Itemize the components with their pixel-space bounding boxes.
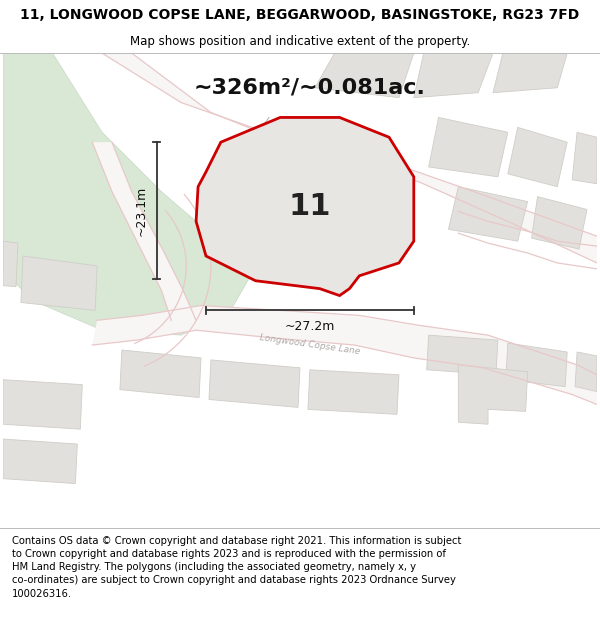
Polygon shape: [102, 53, 597, 263]
Polygon shape: [196, 118, 414, 296]
Polygon shape: [448, 187, 527, 241]
Polygon shape: [414, 53, 493, 98]
Polygon shape: [575, 352, 597, 391]
Text: Map shows position and indicative extent of the property.: Map shows position and indicative extent…: [130, 35, 470, 48]
Polygon shape: [532, 197, 587, 249]
Text: Longwood Copse Lane: Longwood Copse Lane: [259, 334, 361, 357]
Polygon shape: [3, 53, 251, 335]
Polygon shape: [308, 370, 399, 414]
Polygon shape: [493, 53, 567, 92]
Polygon shape: [120, 350, 201, 398]
Text: ~23.1m: ~23.1m: [134, 186, 147, 236]
Polygon shape: [458, 365, 527, 424]
Polygon shape: [427, 335, 498, 375]
Polygon shape: [3, 439, 77, 484]
Polygon shape: [92, 142, 196, 320]
Polygon shape: [92, 306, 597, 404]
Polygon shape: [428, 118, 508, 177]
Text: ~27.2m: ~27.2m: [285, 320, 335, 332]
Polygon shape: [572, 132, 597, 184]
Polygon shape: [315, 53, 414, 98]
Text: ~326m²/~0.081ac.: ~326m²/~0.081ac.: [194, 78, 426, 98]
Text: 11, LONGWOOD COPSE LANE, BEGGARWOOD, BASINGSTOKE, RG23 7FD: 11, LONGWOOD COPSE LANE, BEGGARWOOD, BAS…: [20, 8, 580, 22]
Polygon shape: [508, 127, 567, 187]
Polygon shape: [506, 343, 567, 387]
Polygon shape: [3, 379, 82, 429]
Text: Contains OS data © Crown copyright and database right 2021. This information is : Contains OS data © Crown copyright and d…: [12, 536, 461, 599]
Polygon shape: [21, 256, 97, 311]
Text: 11: 11: [289, 192, 331, 221]
Polygon shape: [3, 241, 18, 287]
Text: Longwood Copse Lane: Longwood Copse Lane: [263, 116, 357, 172]
Polygon shape: [209, 360, 300, 408]
